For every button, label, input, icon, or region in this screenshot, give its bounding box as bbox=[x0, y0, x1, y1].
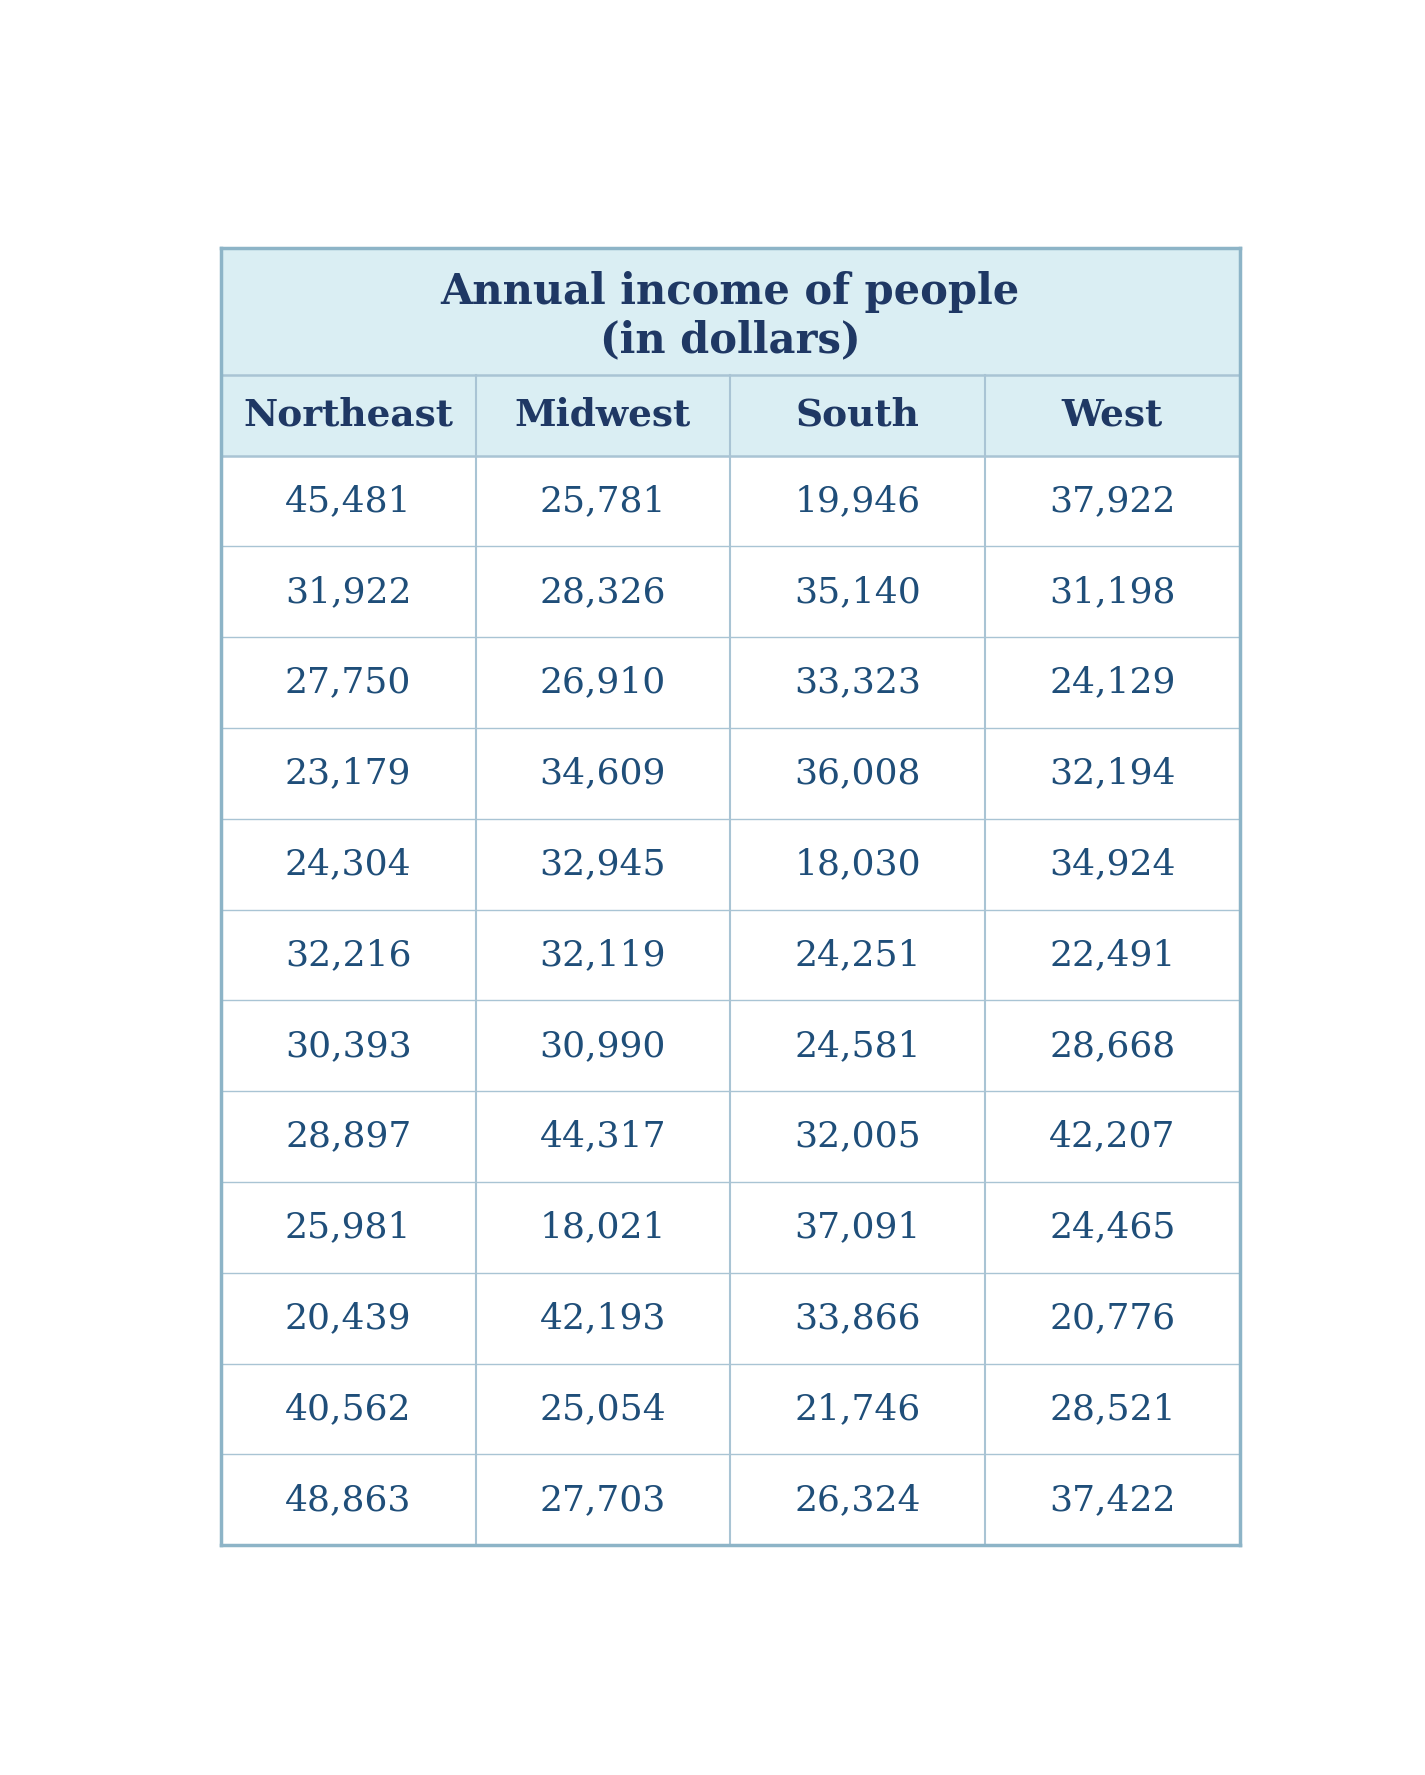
Bar bbox=[221, 637, 1240, 728]
Text: 35,140: 35,140 bbox=[794, 575, 921, 609]
Text: 19,946: 19,946 bbox=[795, 485, 921, 518]
Bar bbox=[221, 1182, 1240, 1273]
Text: 31,198: 31,198 bbox=[1049, 575, 1176, 609]
Text: 44,317: 44,317 bbox=[540, 1120, 665, 1154]
Text: 40,562: 40,562 bbox=[285, 1392, 412, 1425]
Text: 18,021: 18,021 bbox=[540, 1211, 665, 1244]
Text: 21,746: 21,746 bbox=[795, 1392, 921, 1425]
Text: 27,703: 27,703 bbox=[540, 1482, 665, 1516]
Text: 32,119: 32,119 bbox=[540, 937, 665, 973]
Text: 24,581: 24,581 bbox=[794, 1030, 921, 1063]
Text: 25,981: 25,981 bbox=[285, 1211, 412, 1244]
Text: 22,491: 22,491 bbox=[1049, 937, 1176, 973]
Text: 32,945: 32,945 bbox=[540, 847, 667, 880]
Text: (in dollars): (in dollars) bbox=[600, 320, 861, 362]
Text: 37,091: 37,091 bbox=[795, 1211, 921, 1244]
Text: 25,054: 25,054 bbox=[540, 1392, 667, 1425]
Text: 28,897: 28,897 bbox=[285, 1120, 412, 1154]
Text: West: West bbox=[1062, 396, 1163, 433]
Bar bbox=[221, 456, 1240, 547]
Bar bbox=[221, 1454, 1240, 1544]
Text: 20,776: 20,776 bbox=[1049, 1301, 1176, 1335]
Text: 31,922: 31,922 bbox=[285, 575, 412, 609]
Text: 28,326: 28,326 bbox=[540, 575, 665, 609]
Text: 36,008: 36,008 bbox=[795, 756, 921, 790]
Text: Northeast: Northeast bbox=[244, 396, 453, 433]
Bar bbox=[221, 909, 1240, 1001]
Text: 48,863: 48,863 bbox=[285, 1482, 412, 1516]
Text: 18,030: 18,030 bbox=[794, 847, 921, 880]
Bar bbox=[221, 1273, 1240, 1363]
Text: 32,005: 32,005 bbox=[794, 1120, 921, 1154]
Text: 34,609: 34,609 bbox=[540, 756, 665, 790]
Text: 26,910: 26,910 bbox=[540, 666, 665, 699]
Text: 33,323: 33,323 bbox=[794, 666, 921, 699]
Text: 33,866: 33,866 bbox=[795, 1301, 921, 1335]
Bar bbox=[221, 1092, 1240, 1182]
Text: 24,304: 24,304 bbox=[285, 847, 412, 880]
Text: 42,207: 42,207 bbox=[1049, 1120, 1176, 1154]
Text: 34,924: 34,924 bbox=[1049, 847, 1176, 880]
Text: 25,781: 25,781 bbox=[540, 485, 665, 518]
Text: 24,129: 24,129 bbox=[1049, 666, 1176, 699]
Bar bbox=[221, 1363, 1240, 1454]
Text: 37,922: 37,922 bbox=[1049, 485, 1176, 518]
Text: 24,251: 24,251 bbox=[794, 937, 921, 973]
Text: 26,324: 26,324 bbox=[795, 1482, 921, 1516]
Text: 24,465: 24,465 bbox=[1049, 1211, 1176, 1244]
Bar bbox=[221, 818, 1240, 909]
Text: 28,668: 28,668 bbox=[1049, 1030, 1176, 1063]
Text: 37,422: 37,422 bbox=[1049, 1482, 1176, 1516]
Text: 42,193: 42,193 bbox=[540, 1301, 665, 1335]
Text: 45,481: 45,481 bbox=[285, 485, 412, 518]
Text: 20,439: 20,439 bbox=[285, 1301, 412, 1335]
Bar bbox=[221, 728, 1240, 818]
Bar bbox=[221, 1001, 1240, 1092]
Text: 32,194: 32,194 bbox=[1049, 756, 1176, 790]
Text: 27,750: 27,750 bbox=[285, 666, 412, 699]
Text: 23,179: 23,179 bbox=[285, 756, 412, 790]
Text: 30,393: 30,393 bbox=[285, 1030, 412, 1063]
Text: South: South bbox=[795, 396, 919, 433]
Bar bbox=[221, 547, 1240, 637]
Text: Annual income of people: Annual income of people bbox=[440, 272, 1020, 312]
Text: Midwest: Midwest bbox=[514, 396, 691, 433]
Text: 32,216: 32,216 bbox=[285, 937, 412, 973]
Text: 28,521: 28,521 bbox=[1049, 1392, 1176, 1425]
Text: 30,990: 30,990 bbox=[540, 1030, 665, 1063]
